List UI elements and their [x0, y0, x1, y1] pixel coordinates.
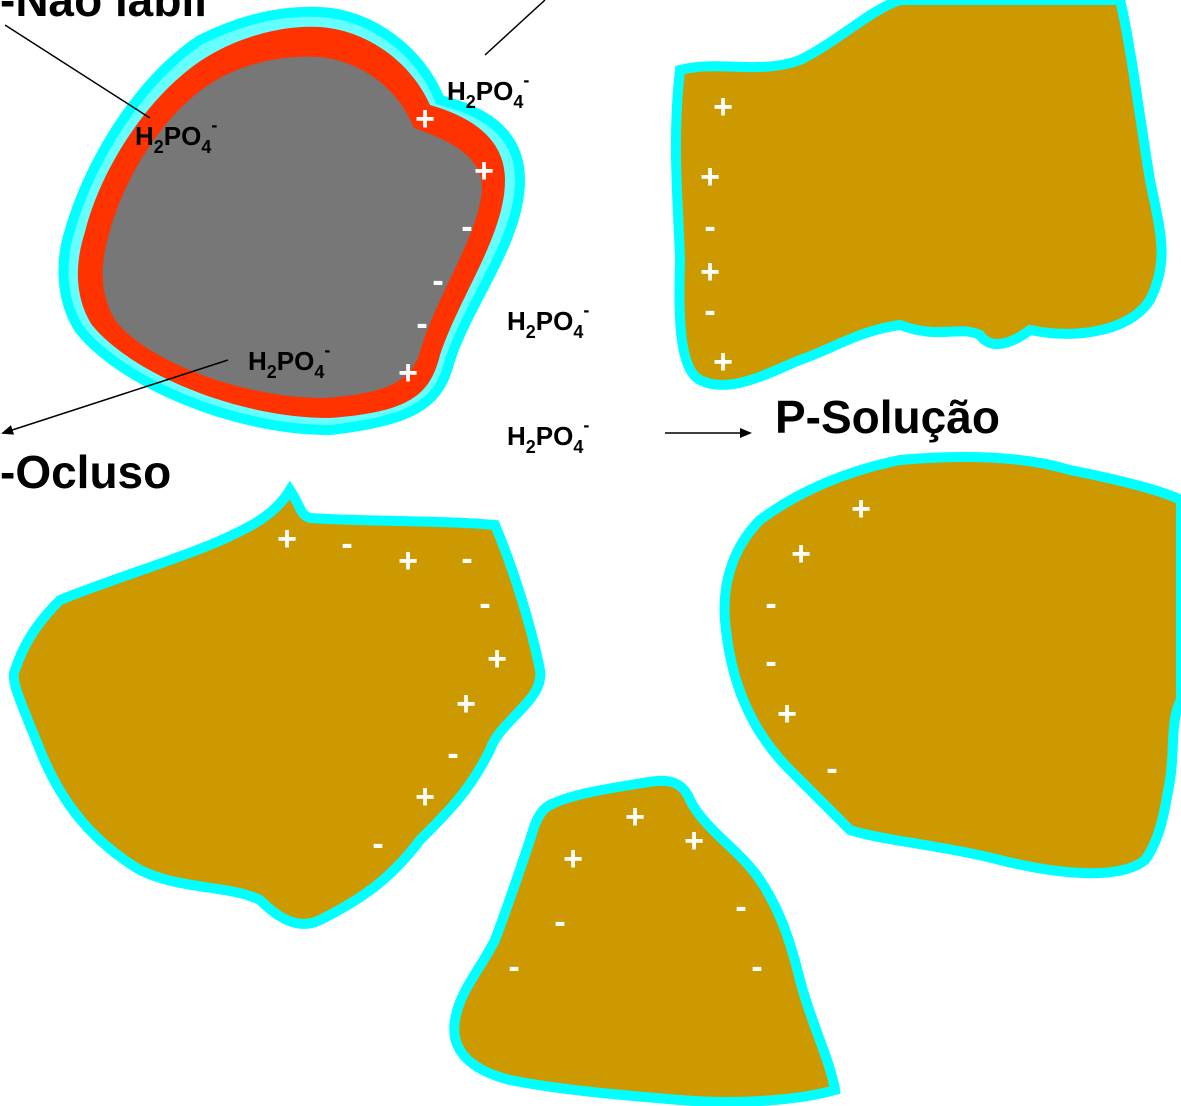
ocluso-arrow	[1, 359, 229, 435]
positive-charge: +	[684, 822, 704, 860]
phosphate-ion-label: H2PO4-	[507, 300, 589, 342]
positive-charge: +	[791, 535, 811, 573]
soil-particle-top-right	[670, 0, 1167, 390]
positive-charge: +	[713, 88, 733, 126]
occluded-particle	[58, 6, 526, 436]
positive-charge: +	[415, 778, 435, 816]
negative-charge: -	[461, 208, 472, 246]
label-nao-labil: -Não lábil	[0, 0, 207, 26]
negative-charge: -	[735, 888, 746, 926]
positive-charge: +	[487, 640, 507, 678]
negative-charge: -	[826, 750, 837, 788]
negative-charge: -	[479, 585, 490, 623]
label-p-solucao: P-Solução	[775, 391, 1000, 443]
negative-charge: -	[432, 262, 443, 300]
negative-charge: -	[554, 903, 565, 941]
positive-charge: +	[398, 542, 418, 580]
negative-charge: -	[751, 948, 762, 986]
positive-charge: +	[851, 490, 871, 528]
positive-charge: +	[777, 695, 797, 733]
negative-charge: -	[704, 292, 715, 330]
negative-charge: -	[461, 540, 472, 578]
nao-labil-pointer-line	[4, 24, 151, 119]
negative-charge: -	[341, 525, 352, 563]
negative-charge: -	[508, 948, 519, 986]
soil-particle-bottom-center	[449, 775, 841, 1106]
negative-charge: -	[416, 305, 427, 343]
positive-charge: +	[415, 100, 435, 138]
positive-charge: +	[713, 343, 733, 381]
soil-particle-bottom-right	[719, 452, 1181, 879]
positive-charge: +	[700, 253, 720, 291]
outer-pointer-line	[484, 0, 546, 56]
positive-charge: +	[277, 520, 297, 558]
positive-charge: +	[563, 840, 583, 878]
occluded-particle-core	[102, 56, 483, 399]
soil-particle-bottom-left	[8, 480, 546, 929]
surface-charges: + + - - - + + + - + - + + - + - - + + - …	[277, 88, 871, 986]
phosphate-ion-label: H2PO4-	[135, 115, 217, 157]
phosphate-ion-label: H2PO4-	[248, 340, 330, 382]
positive-charge: +	[700, 158, 720, 196]
phosphate-ion-label: H2PO4-	[447, 70, 529, 112]
negative-charge: -	[765, 643, 776, 681]
positive-charge: +	[398, 354, 418, 392]
positive-charge: +	[474, 152, 494, 190]
positive-charge: +	[456, 685, 476, 723]
negative-charge: -	[765, 585, 776, 623]
negative-charge: -	[447, 735, 458, 773]
positive-charge: +	[625, 798, 645, 836]
negative-charge: -	[704, 208, 715, 246]
label-ocluso: -Ocluso	[0, 446, 171, 498]
phosphate-ion-label: H2PO4-	[507, 415, 589, 457]
negative-charge: -	[372, 825, 383, 863]
